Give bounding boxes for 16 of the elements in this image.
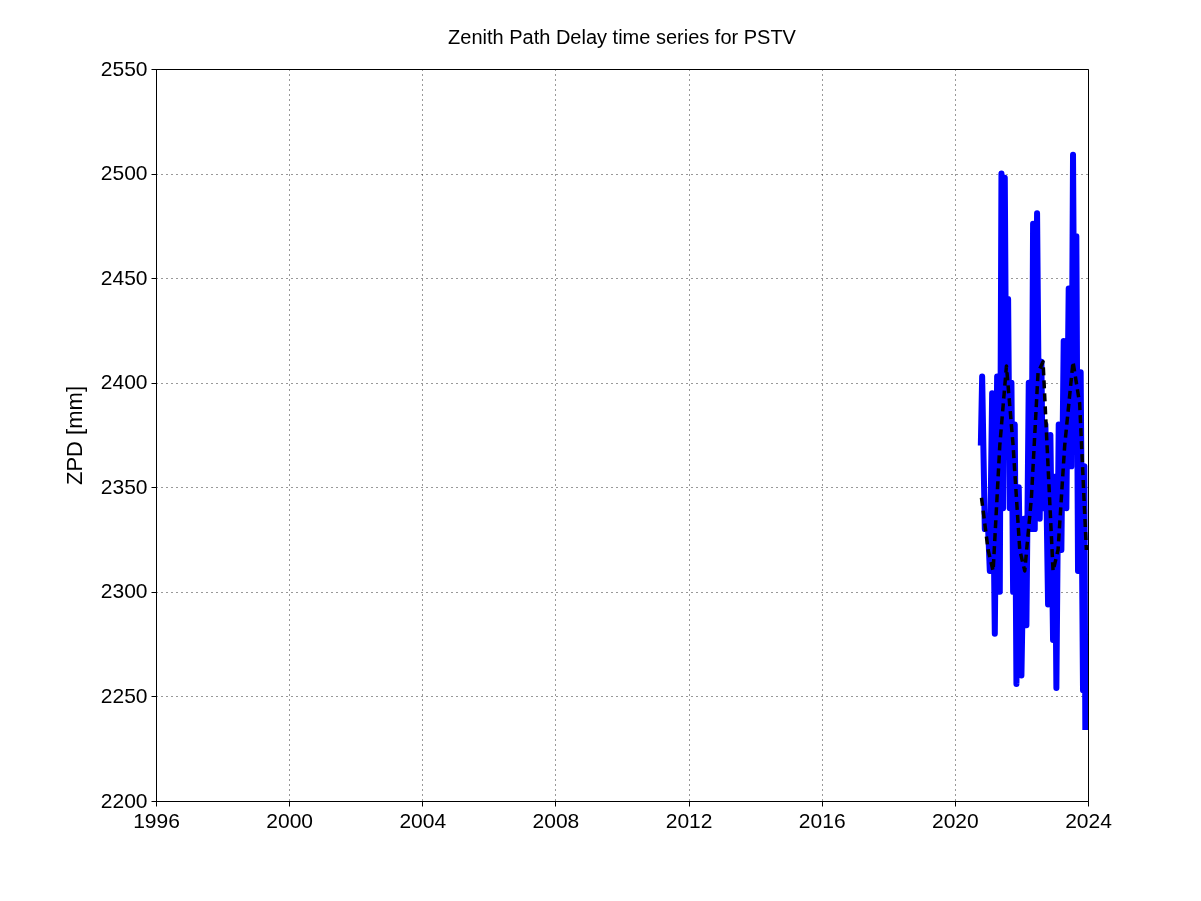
- y-tick-label: 2400: [100, 370, 148, 394]
- chart-title: Zenith Path Delay time series for PSTV: [448, 26, 797, 48]
- x-tick-label: 2024: [1065, 808, 1113, 832]
- x-tick-label: 2020: [932, 808, 979, 832]
- y-tick-label: 2300: [100, 579, 148, 603]
- x-tick-label: 2016: [798, 808, 846, 832]
- x-tick-label: 2008: [532, 808, 580, 832]
- x-tick-label: 2012: [665, 808, 713, 832]
- y-tick-label: 2250: [100, 683, 148, 707]
- y-axis-title: ZPD [mm]: [61, 386, 87, 485]
- y-tick-label: 2450: [100, 265, 148, 289]
- y-tick-label: 2350: [100, 474, 148, 498]
- x-tick-label: 2004: [399, 808, 447, 832]
- y-tick-label: 2550: [100, 56, 148, 80]
- x-tick-label: 2000: [266, 808, 313, 832]
- y-tick-label: 2500: [100, 161, 148, 185]
